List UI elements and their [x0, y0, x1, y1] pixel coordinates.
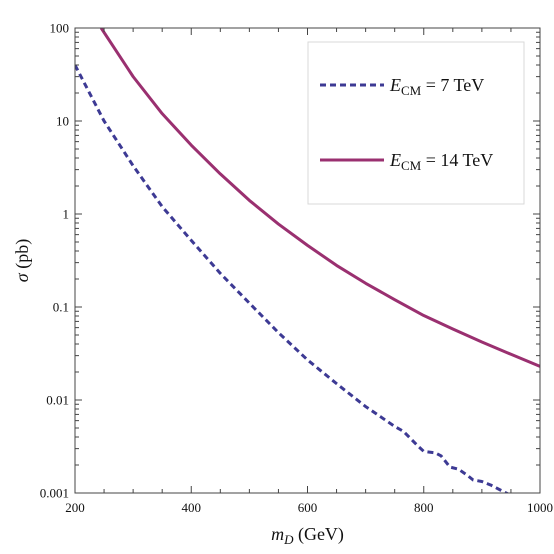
y-tick-label: 10	[56, 114, 69, 129]
y-tick-label: 1	[63, 207, 70, 222]
axis-labels: 200 400 600 800 1000 0.001 0.01 0.1 1 10 100 mD (Ge…	[12, 21, 553, 548]
legend-label-7tev: ECM = 7 TeV	[389, 75, 484, 98]
y-tick-label: 0.001	[40, 486, 69, 501]
series-14tev-line	[99, 28, 540, 368]
x-tick-label: 200	[65, 500, 85, 515]
axis-ticks	[74, 27, 541, 494]
y-tick-label: 0.1	[53, 300, 69, 315]
legend-box	[307, 41, 525, 205]
x-tick-label: 600	[298, 500, 318, 515]
legend-label-14tev: ECM = 14 TeV	[389, 150, 493, 173]
y-tick-label: 0.01	[46, 393, 69, 408]
y-axis-title: σ (pb)	[12, 239, 33, 282]
x-tick-label: 400	[182, 500, 202, 515]
x-tick-label: 1000	[527, 500, 553, 515]
series-7tev-line	[75, 64, 510, 493]
legend: ECM = 7 TeV ECM = 14 TeV	[307, 41, 525, 205]
x-tick-label: 800	[414, 500, 434, 515]
y-tick-label: 100	[50, 21, 70, 36]
curves-layer	[75, 28, 540, 493]
x-axis-title: mD (GeV)	[271, 524, 344, 547]
